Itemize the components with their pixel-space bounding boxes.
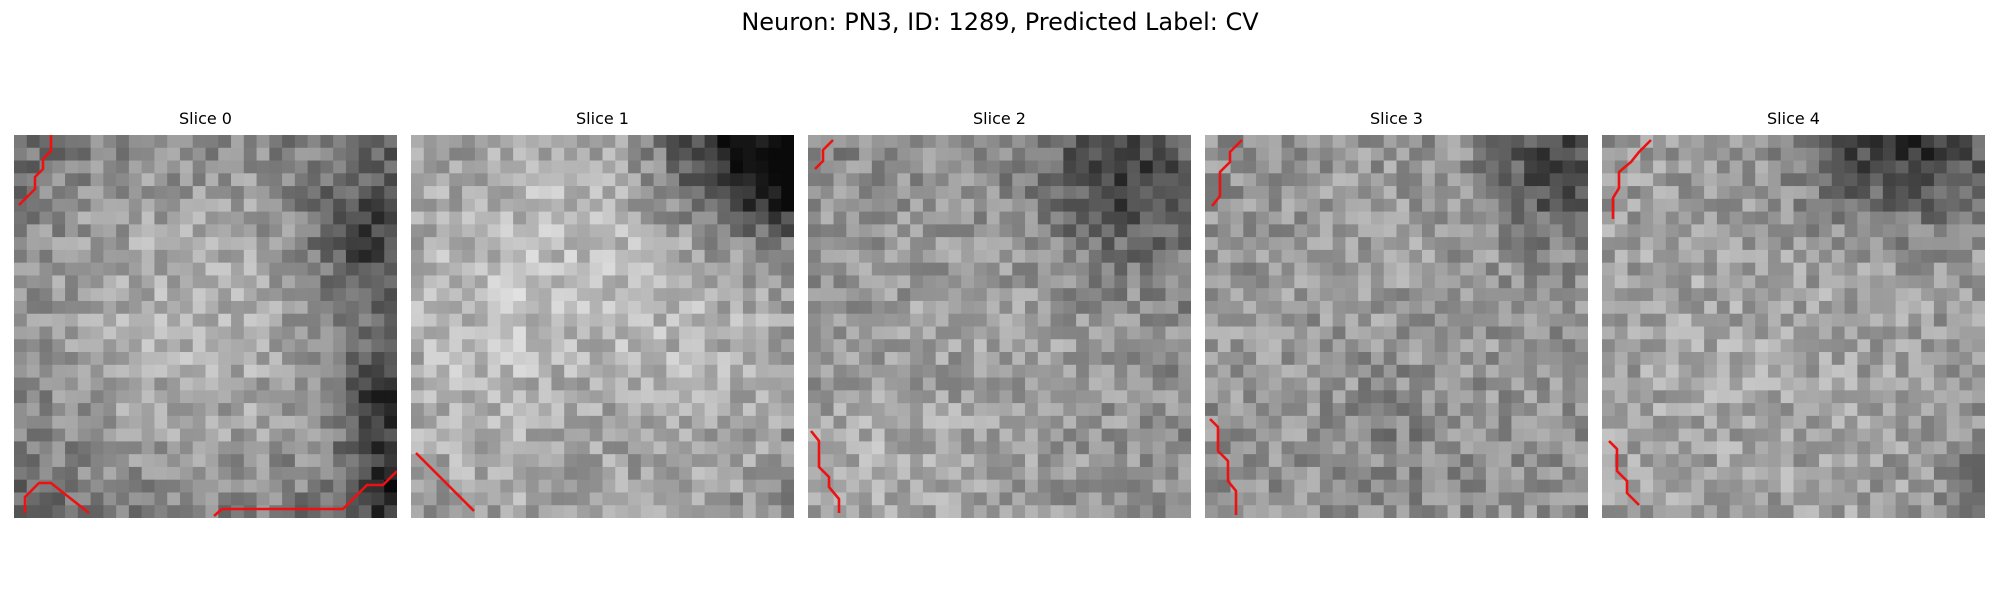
contour-1a bbox=[415, 452, 475, 512]
contour-4a bbox=[1611, 139, 1652, 219]
contour-3a bbox=[1210, 139, 1243, 207]
contour-3b bbox=[1209, 418, 1238, 515]
pixel-cells-3 bbox=[1205, 135, 1588, 518]
pixel-cells-4 bbox=[1602, 135, 1985, 518]
slice-panel-4: Slice 4 bbox=[1602, 108, 1985, 518]
contour-0a bbox=[18, 135, 53, 206]
slice-title-1: Slice 1 bbox=[576, 109, 629, 128]
slice-image-0 bbox=[14, 135, 397, 518]
slice-title-0: Slice 0 bbox=[179, 109, 232, 128]
contour-0b bbox=[23, 481, 90, 515]
contour-0c bbox=[213, 470, 397, 517]
slice-title-3: Slice 3 bbox=[1370, 109, 1423, 128]
contour-2a bbox=[814, 139, 834, 170]
slice-panel-0: Slice 0 bbox=[14, 108, 397, 518]
contour-2b bbox=[809, 430, 841, 513]
figure-title: Neuron: PN3, ID: 1289, Predicted Label: … bbox=[741, 8, 1259, 36]
pixel-cells-0 bbox=[14, 135, 397, 518]
slice-image-2 bbox=[808, 135, 1191, 518]
slice-image-3 bbox=[1205, 135, 1588, 518]
contour-4b bbox=[1608, 440, 1640, 506]
slice-panel-3: Slice 3 bbox=[1205, 108, 1588, 518]
slice-image-1 bbox=[411, 135, 794, 518]
slice-title-4: Slice 4 bbox=[1767, 109, 1820, 128]
pixel-cells-2 bbox=[808, 135, 1191, 518]
slice-panel-2: Slice 2 bbox=[808, 108, 1191, 518]
slice-image-4 bbox=[1602, 135, 1985, 518]
pixel-cells-1 bbox=[411, 135, 794, 518]
slice-panel-1: Slice 1 bbox=[411, 108, 794, 518]
slice-title-2: Slice 2 bbox=[973, 109, 1026, 128]
